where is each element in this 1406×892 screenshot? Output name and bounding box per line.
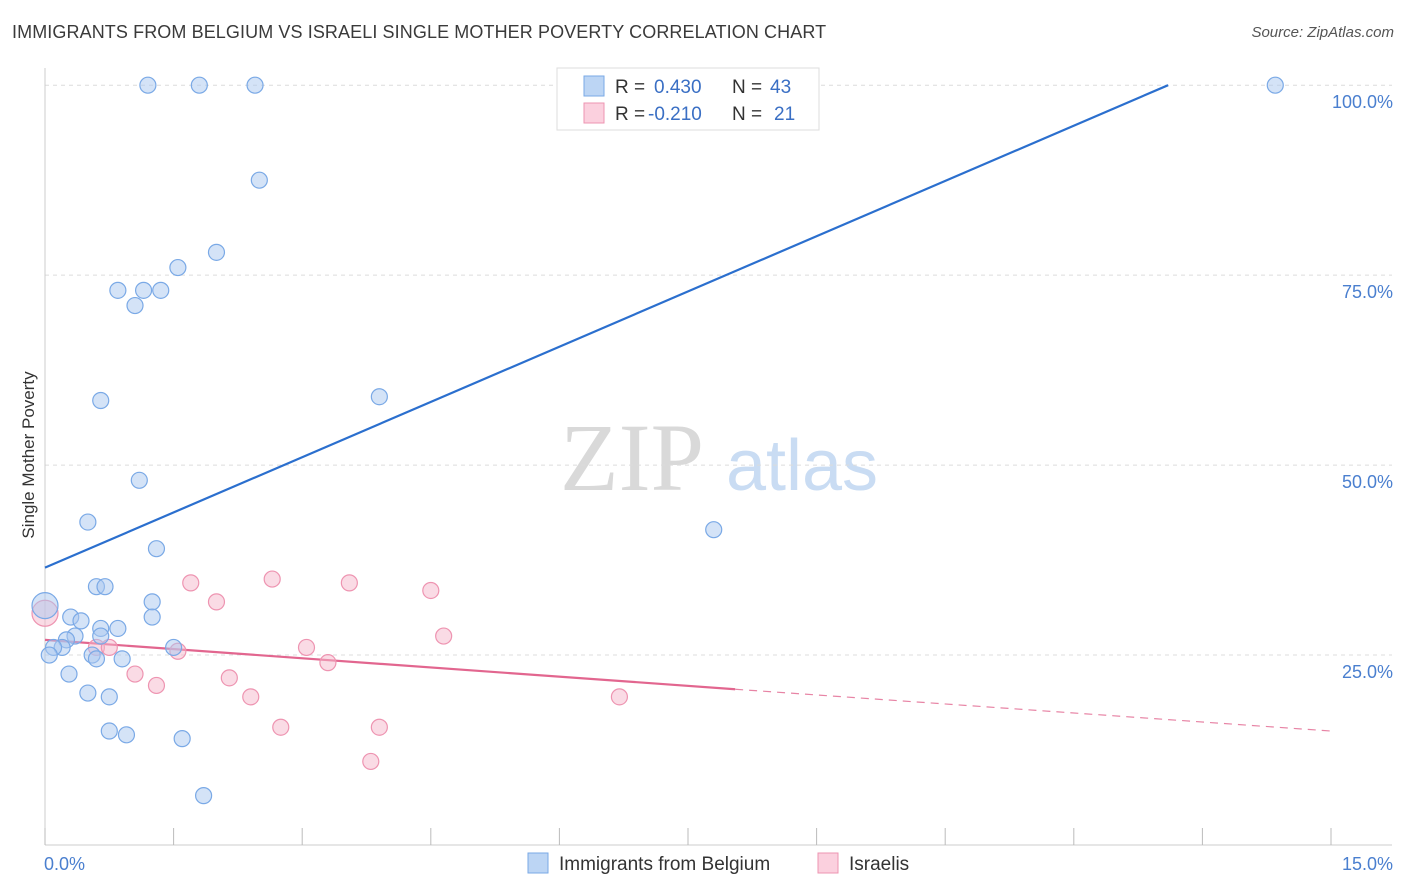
data-point-israelis bbox=[319, 654, 337, 672]
data-point-israelis bbox=[100, 638, 118, 657]
data-point-belgium bbox=[169, 258, 187, 277]
data-point-belgium bbox=[705, 521, 723, 539]
legend-n-label-2: N = bbox=[732, 104, 762, 125]
data-point-belgium bbox=[92, 627, 110, 645]
data-point-israelis bbox=[147, 676, 166, 695]
data-point-belgium bbox=[207, 243, 226, 261]
data-point-belgium bbox=[31, 592, 59, 620]
axes bbox=[44, 68, 1392, 846]
data-point-belgium bbox=[117, 726, 136, 744]
legend-n-value-2: 21 bbox=[774, 104, 795, 125]
data-point-belgium bbox=[96, 578, 114, 596]
data-point-belgium bbox=[92, 391, 110, 410]
legend-swatch-belgium bbox=[583, 75, 605, 97]
gridlines bbox=[45, 84, 1392, 656]
data-points bbox=[31, 76, 1284, 805]
data-point-belgium bbox=[190, 76, 208, 94]
data-point-belgium bbox=[370, 388, 388, 406]
data-point-israelis bbox=[272, 718, 290, 736]
data-point-belgium bbox=[173, 730, 191, 748]
data-point-israelis bbox=[263, 570, 281, 588]
data-point-belgium bbox=[165, 638, 183, 657]
data-point-belgium bbox=[143, 593, 161, 611]
data-point-belgium bbox=[40, 646, 58, 664]
data-point-israelis bbox=[126, 665, 144, 683]
data-point-israelis bbox=[610, 688, 629, 706]
data-point-belgium bbox=[109, 281, 127, 299]
y-tick-label: 75.0% bbox=[1342, 282, 1393, 302]
watermark-atlas: atlas bbox=[726, 426, 878, 506]
data-point-israelis bbox=[362, 752, 380, 771]
legend-r-label-2: R = bbox=[615, 104, 645, 125]
data-point-belgium bbox=[152, 281, 170, 299]
y-axis-label: Single Mother Poverty bbox=[19, 371, 38, 539]
data-point-belgium bbox=[139, 76, 157, 94]
data-point-israelis bbox=[207, 593, 226, 611]
data-point-belgium bbox=[195, 787, 213, 805]
data-point-belgium bbox=[60, 665, 78, 683]
data-point-belgium bbox=[109, 619, 127, 638]
legend-r-value-1: 0.430 bbox=[654, 77, 702, 98]
data-point-belgium bbox=[100, 722, 118, 740]
x-tick-label: 15.0% bbox=[1342, 854, 1393, 874]
series-legend: Immigrants from Belgium Israelis bbox=[527, 852, 909, 875]
data-point-belgium bbox=[250, 171, 268, 189]
data-point-belgium bbox=[246, 76, 264, 94]
chart-title: IMMIGRANTS FROM BELGIUM VS ISRAELI SINGL… bbox=[12, 22, 827, 42]
data-point-israelis bbox=[340, 574, 358, 592]
stats-legend: R = 0.430 N = 43 R = -0.210 N = 21 bbox=[556, 67, 820, 131]
data-point-belgium bbox=[126, 296, 144, 315]
data-point-belgium bbox=[79, 513, 97, 531]
tick-labels: 25.0% 50.0% 75.0% 100.0% 0.0% 15.0% bbox=[44, 92, 1393, 874]
data-point-belgium bbox=[147, 540, 166, 558]
data-point-belgium bbox=[134, 281, 153, 299]
data-point-israelis bbox=[220, 669, 238, 687]
bottom-legend-label-israelis: Israelis bbox=[849, 854, 909, 875]
data-point-israelis bbox=[370, 718, 388, 736]
trend-line-israelis bbox=[44, 638, 736, 691]
bottom-legend-label-belgium: Immigrants from Belgium bbox=[559, 854, 770, 875]
x-tick-label: 0.0% bbox=[44, 854, 85, 874]
data-point-belgium bbox=[100, 688, 118, 706]
data-point-belgium bbox=[113, 650, 131, 668]
data-point-israelis bbox=[182, 574, 200, 592]
data-point-israelis bbox=[422, 581, 440, 600]
y-tick-label: 25.0% bbox=[1342, 662, 1393, 682]
trend-lines bbox=[44, 84, 1332, 732]
data-point-belgium bbox=[79, 684, 97, 702]
legend-n-label-1: N = bbox=[732, 77, 762, 98]
watermark-zip: ZIP bbox=[560, 404, 704, 511]
y-tick-label: 50.0% bbox=[1342, 472, 1393, 492]
data-point-israelis bbox=[297, 638, 316, 657]
trend-line-belgium bbox=[44, 84, 1169, 569]
legend-r-value-2: -0.210 bbox=[648, 104, 702, 125]
bottom-legend-swatch-belgium bbox=[527, 852, 549, 874]
data-point-belgium bbox=[87, 650, 106, 668]
legend-swatch-israelis bbox=[583, 102, 605, 124]
data-point-belgium bbox=[72, 612, 90, 630]
data-point-israelis bbox=[435, 627, 453, 645]
data-point-belgium bbox=[1266, 76, 1284, 94]
data-point-belgium bbox=[130, 471, 148, 489]
data-point-israelis bbox=[242, 688, 260, 706]
y-tick-label: 100.0% bbox=[1332, 92, 1393, 112]
legend-n-value-1: 43 bbox=[770, 77, 791, 98]
data-point-belgium bbox=[143, 608, 161, 626]
bottom-legend-swatch-israelis bbox=[817, 852, 839, 874]
trend-line-extension bbox=[735, 688, 1332, 732]
source-label: Source: ZipAtlas.com bbox=[1251, 24, 1394, 41]
legend-r-label-1: R = bbox=[615, 77, 645, 98]
